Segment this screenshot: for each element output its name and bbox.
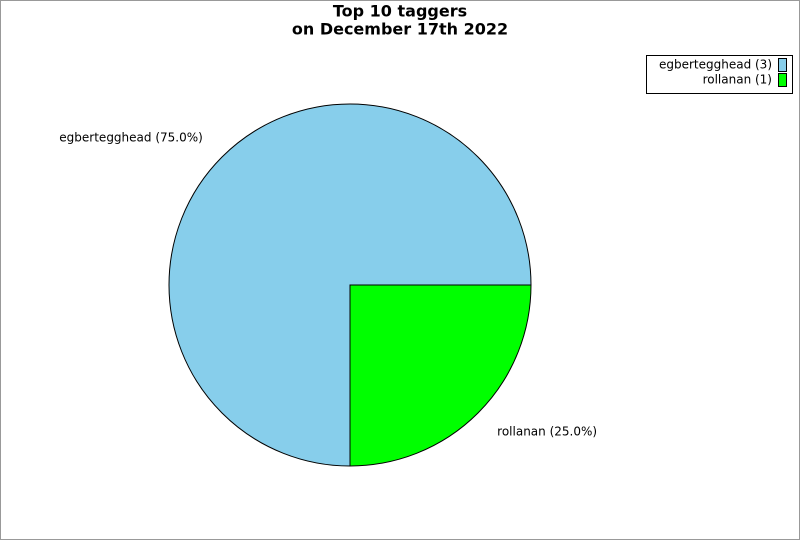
pie-slice	[168, 103, 532, 467]
legend-box	[646, 55, 793, 94]
legend-swatch	[778, 58, 787, 72]
legend-swatch	[778, 73, 787, 87]
chart-title: on December 17th 2022	[292, 20, 508, 39]
chart-title: Top 10 taggers	[333, 2, 467, 21]
slice-label: rollanan (25.0%)	[497, 425, 597, 439]
legend-label: rollanan (1)	[703, 73, 772, 87]
slice-label: egbertegghead (75.0%)	[59, 130, 203, 144]
pie-slice	[349, 284, 532, 467]
legend-label: egbertegghead (3)	[659, 58, 772, 72]
